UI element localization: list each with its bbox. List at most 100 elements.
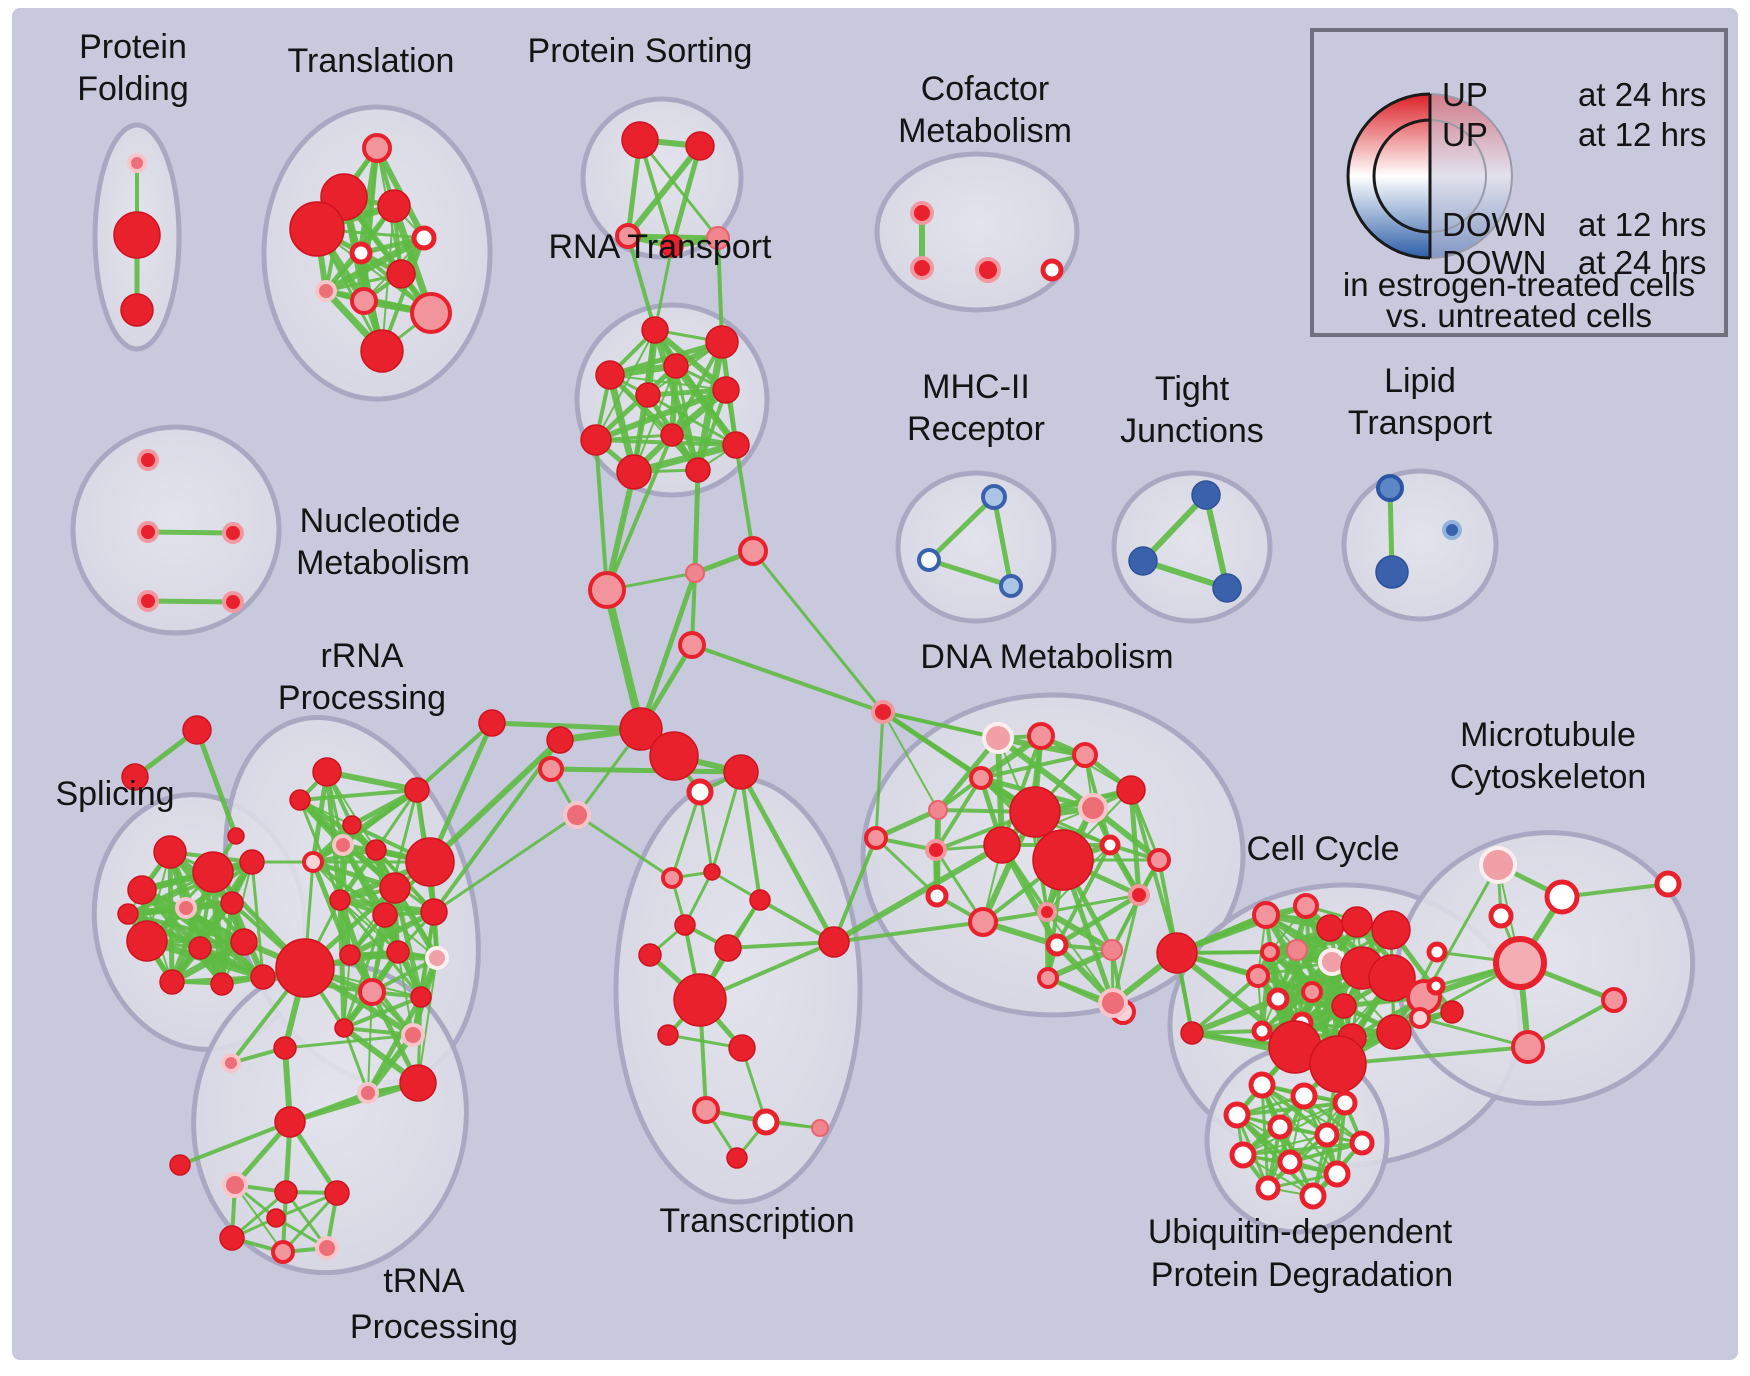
- network-node-u8[interactable]: [1277, 1149, 1303, 1175]
- network-node-s11[interactable]: [250, 964, 276, 990]
- network-node-rr3[interactable]: [332, 834, 354, 856]
- network-node-ps2[interactable]: [615, 223, 641, 249]
- network-node-r8[interactable]: [722, 431, 750, 459]
- network-node-zb3[interactable]: [219, 1225, 245, 1251]
- network-node-tj1[interactable]: [1128, 546, 1158, 576]
- network-node-tr3[interactable]: [661, 867, 683, 889]
- network-node-zb0[interactable]: [222, 1172, 248, 1198]
- network-node-zb6[interactable]: [266, 1208, 286, 1228]
- network-node-s3[interactable]: [127, 875, 157, 905]
- network-node-rr5[interactable]: [365, 839, 387, 861]
- network-node-t3[interactable]: [289, 201, 345, 257]
- network-node-mt1[interactable]: [1544, 879, 1580, 915]
- network-node-c0[interactable]: [871, 700, 895, 724]
- network-node-dm1[interactable]: [1009, 786, 1061, 838]
- network-node-d6[interactable]: [1116, 775, 1146, 805]
- network-node-d0[interactable]: [982, 722, 1014, 754]
- network-node-k1[interactable]: [1293, 893, 1319, 919]
- network-node-b2[interactable]: [738, 536, 768, 566]
- network-node-r10[interactable]: [685, 457, 711, 483]
- network-node-rr17[interactable]: [410, 986, 432, 1008]
- network-node-mt8[interactable]: [1601, 987, 1627, 1013]
- network-node-k10[interactable]: [1246, 964, 1270, 988]
- network-node-lp0[interactable]: [1376, 474, 1404, 502]
- network-node-z0[interactable]: [221, 1053, 241, 1073]
- network-node-b0[interactable]: [588, 571, 626, 609]
- network-node-lp2[interactable]: [1442, 520, 1462, 540]
- network-node-z2[interactable]: [274, 1106, 306, 1138]
- network-node-rr9[interactable]: [329, 889, 351, 911]
- network-node-tr5[interactable]: [749, 889, 771, 911]
- network-node-m2[interactable]: [1309, 1035, 1367, 1093]
- network-node-mt3[interactable]: [1426, 941, 1448, 963]
- network-node-rr19[interactable]: [401, 1023, 425, 1047]
- network-node-d1[interactable]: [1027, 722, 1055, 750]
- network-node-k9[interactable]: [1368, 954, 1416, 1002]
- network-node-tr4[interactable]: [703, 863, 721, 881]
- network-node-u4[interactable]: [1267, 1114, 1293, 1140]
- network-node-k0[interactable]: [1252, 901, 1280, 929]
- network-node-tg2[interactable]: [227, 827, 245, 845]
- network-node-mh0[interactable]: [981, 484, 1007, 510]
- network-node-cf2[interactable]: [975, 257, 1001, 283]
- network-node-k4[interactable]: [1371, 910, 1411, 950]
- network-node-s2[interactable]: [239, 849, 265, 875]
- network-node-tr13[interactable]: [692, 1096, 720, 1124]
- network-node-rr10[interactable]: [372, 902, 398, 928]
- network-node-r2[interactable]: [595, 360, 625, 390]
- network-node-s9[interactable]: [159, 969, 185, 995]
- network-node-u1[interactable]: [1290, 1082, 1318, 1110]
- network-node-r6[interactable]: [580, 424, 612, 456]
- network-node-s8[interactable]: [230, 928, 258, 956]
- network-node-tr7[interactable]: [638, 943, 662, 967]
- network-node-s6[interactable]: [126, 920, 168, 962]
- network-node-hub2[interactable]: [649, 731, 699, 781]
- network-node-d17[interactable]: [1101, 939, 1123, 961]
- network-node-pf1[interactable]: [113, 211, 161, 259]
- network-node-zb4[interactable]: [271, 1240, 295, 1264]
- network-node-t7[interactable]: [315, 280, 337, 302]
- network-node-d11[interactable]: [1147, 848, 1171, 872]
- network-node-b3[interactable]: [678, 631, 706, 659]
- network-node-k3[interactable]: [1341, 906, 1373, 938]
- network-node-t9[interactable]: [410, 292, 452, 334]
- network-node-d14[interactable]: [968, 907, 998, 937]
- network-node-tr6[interactable]: [674, 914, 696, 936]
- network-node-rr0[interactable]: [312, 757, 342, 787]
- network-node-d9[interactable]: [925, 839, 947, 861]
- network-node-s4[interactable]: [175, 897, 197, 919]
- network-node-b7[interactable]: [538, 756, 564, 782]
- network-node-u7[interactable]: [1229, 1141, 1257, 1169]
- network-node-s10[interactable]: [210, 972, 234, 996]
- network-node-dm2[interactable]: [1032, 829, 1094, 891]
- network-node-d8[interactable]: [864, 826, 888, 850]
- network-node-d13[interactable]: [925, 884, 949, 908]
- network-node-cc0[interactable]: [1156, 932, 1198, 974]
- network-node-b6[interactable]: [478, 709, 506, 737]
- network-node-k23[interactable]: [1440, 1000, 1464, 1024]
- network-node-rr1[interactable]: [289, 789, 311, 811]
- network-node-d2[interactable]: [1072, 742, 1098, 768]
- network-node-u0[interactable]: [1248, 1071, 1276, 1099]
- network-node-mt4[interactable]: [1493, 936, 1547, 990]
- network-node-d10[interactable]: [1099, 834, 1121, 856]
- network-node-hub1[interactable]: [619, 707, 663, 751]
- network-node-t10[interactable]: [360, 329, 404, 373]
- network-node-nm0[interactable]: [137, 449, 159, 471]
- network-node-pf0[interactable]: [127, 153, 147, 173]
- network-node-dm3[interactable]: [983, 826, 1021, 864]
- network-node-t2[interactable]: [377, 189, 411, 223]
- network-node-t8[interactable]: [350, 287, 378, 315]
- network-node-r5[interactable]: [635, 382, 661, 408]
- network-node-zb1[interactable]: [274, 1180, 298, 1204]
- network-node-k13[interactable]: [1331, 993, 1357, 1019]
- network-node-zb5[interactable]: [315, 1236, 339, 1260]
- network-node-t4[interactable]: [411, 225, 437, 251]
- network-node-nm2[interactable]: [222, 522, 244, 544]
- network-node-r1[interactable]: [705, 325, 739, 359]
- network-node-rr13[interactable]: [339, 944, 361, 966]
- network-node-r7[interactable]: [660, 423, 684, 447]
- network-node-s1[interactable]: [192, 851, 234, 893]
- network-node-u2[interactable]: [1332, 1090, 1358, 1116]
- network-node-tr16[interactable]: [726, 1147, 748, 1169]
